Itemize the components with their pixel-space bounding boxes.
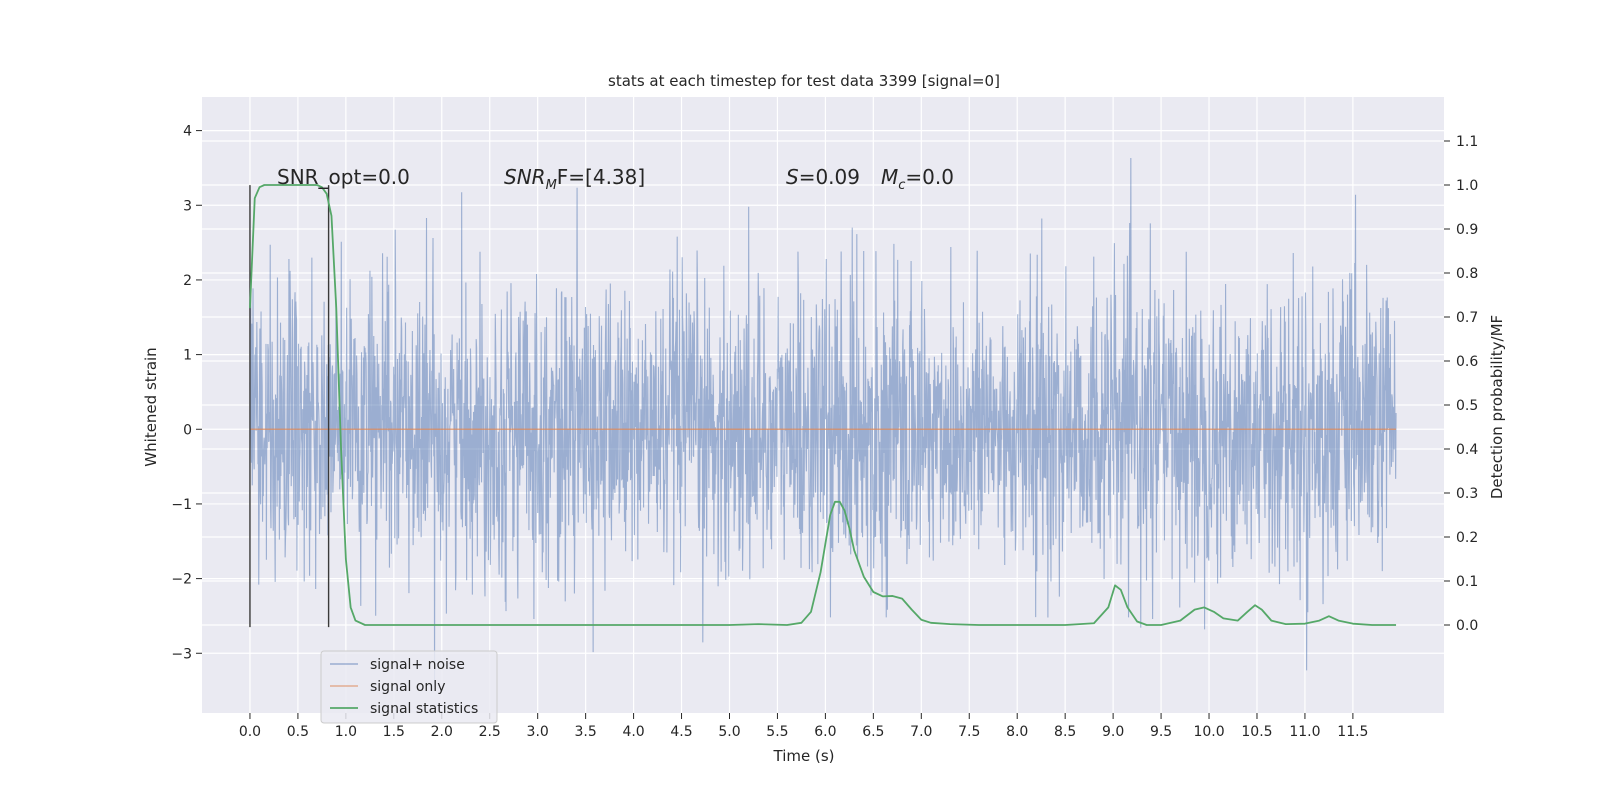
x-tick-label: 11.0 [1289,724,1320,740]
x-tick-label: 0.5 [287,724,309,740]
snr-mf-annotation: SNRMF=[4.38] [504,165,645,193]
chart-title: stats at each timestep for test data 339… [608,72,1000,90]
legend-label-noise: signal+ noise [370,657,465,673]
y-right-tick-label: 0.7 [1456,310,1478,326]
mc-annotation: Mc=0.0 [881,165,954,193]
y-right-tick-label: 0.5 [1456,398,1478,414]
y-right-tick-label: 0.3 [1456,486,1478,502]
legend-label-stats: signal statistics [370,701,478,717]
y-tick-label: 3 [183,198,192,214]
mc-subscript: c [898,178,905,193]
stats-line [249,184,1397,626]
snr-opt-annotation: SNR_opt=0.0 [277,165,410,189]
y-tick-label: 2 [183,273,192,289]
y-right-tick-label: 0.9 [1456,222,1478,238]
y-tick-label: −1 [171,497,192,513]
y-right-tick-label: 0.4 [1456,442,1478,458]
signal-statistics-trace [249,184,1397,626]
legend-box [320,650,498,724]
y-right-tick-label: 0.0 [1456,618,1478,634]
y-tick-label: 4 [183,124,192,140]
x-tick-label: 0.0 [239,724,261,740]
x-tick-label: 6.0 [814,724,836,740]
x-tick-label: 2.5 [479,724,501,740]
x-tick-label: 7.5 [958,724,980,740]
y-right-tick-label: 1.0 [1456,178,1478,194]
x-tick-label: 2.0 [431,724,453,740]
x-tick-label: 1.0 [335,724,357,740]
x-tick-label: 7.0 [910,724,932,740]
mc-name: M [881,165,898,189]
y-tick-label: −2 [171,572,192,588]
x-tick-label: 3.0 [527,724,549,740]
mc-value: =0.0 [905,165,954,189]
snr-mf-value: F=[4.38] [557,165,645,189]
x-tick-label: 1.5 [383,724,405,740]
x-axis-label: Time (s) [773,747,835,765]
y-tick-label: 0 [183,422,192,438]
signal-plus-noise-trace [249,157,1397,687]
x-tick-label: 9.0 [1102,724,1124,740]
y-right-tick-label: 0.2 [1456,530,1478,546]
x-tick-label: 8.0 [1006,724,1028,740]
x-tick-label: 6.5 [862,724,884,740]
snr-mf-name: SNR [504,165,546,189]
x-tick-label: 4.0 [622,724,644,740]
tick-labels: 0.0 0.5 1.0 1.5 2.0 2.5 3.0 3.5 4.0 4.5 5.0 5.5 6.0 6… [171,124,1478,740]
x-tick-label: 5.0 [718,724,740,740]
y-right-tick-label: 0.1 [1456,574,1478,590]
noise-line [249,157,1397,687]
y-axis-label: Whitened strain [142,347,160,466]
y-right-tick-label: 0.8 [1456,266,1478,282]
x-tick-label: 9.5 [1150,724,1172,740]
y-tick-label: −3 [171,646,192,662]
y-right-tick-label: 1.1 [1456,134,1478,150]
vertical-markers [249,185,330,628]
y-right-axis-label: Detection probability/MF [1488,315,1506,499]
x-tick-label: 10.5 [1241,724,1272,740]
x-tick-label: 5.5 [766,724,788,740]
x-tick-label: 8.5 [1054,724,1076,740]
x-tick-label: 10.0 [1193,724,1224,740]
snr-mf-subscript: M [546,178,557,193]
x-tick-label: 11.5 [1337,724,1368,740]
grid-lines [202,97,1444,713]
legend: signal+ noise signal only signal statist… [320,650,498,724]
annotations: SNR_opt=0.0 SNRMF=[4.38] S=0.09 Mc=0.0 [277,165,954,193]
legend-label-signal: signal only [370,679,445,695]
s-value: =0.09 [799,165,860,189]
s-name: S [786,165,799,189]
x-tick-label: 3.5 [574,724,596,740]
y-right-tick-label: 0.6 [1456,354,1478,370]
y-tick-label: 1 [183,348,192,364]
x-tick-label: 4.5 [670,724,692,740]
s-annotation: S=0.09 [786,165,860,189]
